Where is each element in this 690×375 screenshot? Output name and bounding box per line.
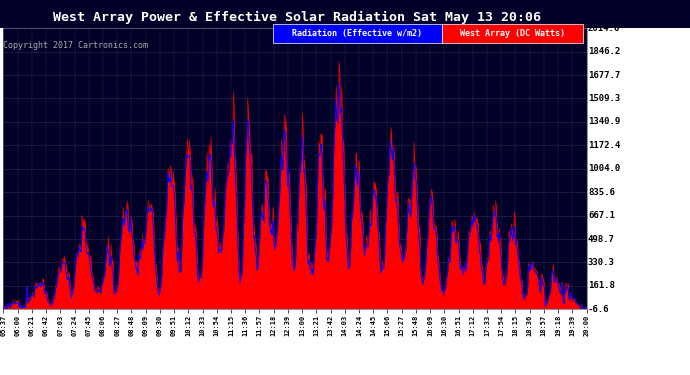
Text: 835.6: 835.6 [588, 188, 615, 196]
Text: 330.3: 330.3 [588, 258, 615, 267]
Text: 1677.7: 1677.7 [588, 70, 620, 80]
Text: 1004.0: 1004.0 [588, 164, 620, 173]
Text: 2014.6: 2014.6 [588, 24, 620, 33]
Text: 1846.2: 1846.2 [588, 47, 620, 56]
Text: West Array Power & Effective Solar Radiation Sat May 13 20:06: West Array Power & Effective Solar Radia… [52, 11, 541, 24]
Text: Radiation (Effective w/m2): Radiation (Effective w/m2) [292, 29, 422, 38]
Text: 667.1: 667.1 [588, 211, 615, 220]
Text: West Array (DC Watts): West Array (DC Watts) [460, 29, 565, 38]
Text: 1340.9: 1340.9 [588, 117, 620, 126]
Text: 1172.4: 1172.4 [588, 141, 620, 150]
Text: 498.7: 498.7 [588, 235, 615, 244]
Text: -6.6: -6.6 [588, 305, 609, 314]
Text: 161.8: 161.8 [588, 282, 615, 291]
Text: 1509.3: 1509.3 [588, 94, 620, 103]
Text: Copyright 2017 Cartronics.com: Copyright 2017 Cartronics.com [3, 41, 148, 50]
